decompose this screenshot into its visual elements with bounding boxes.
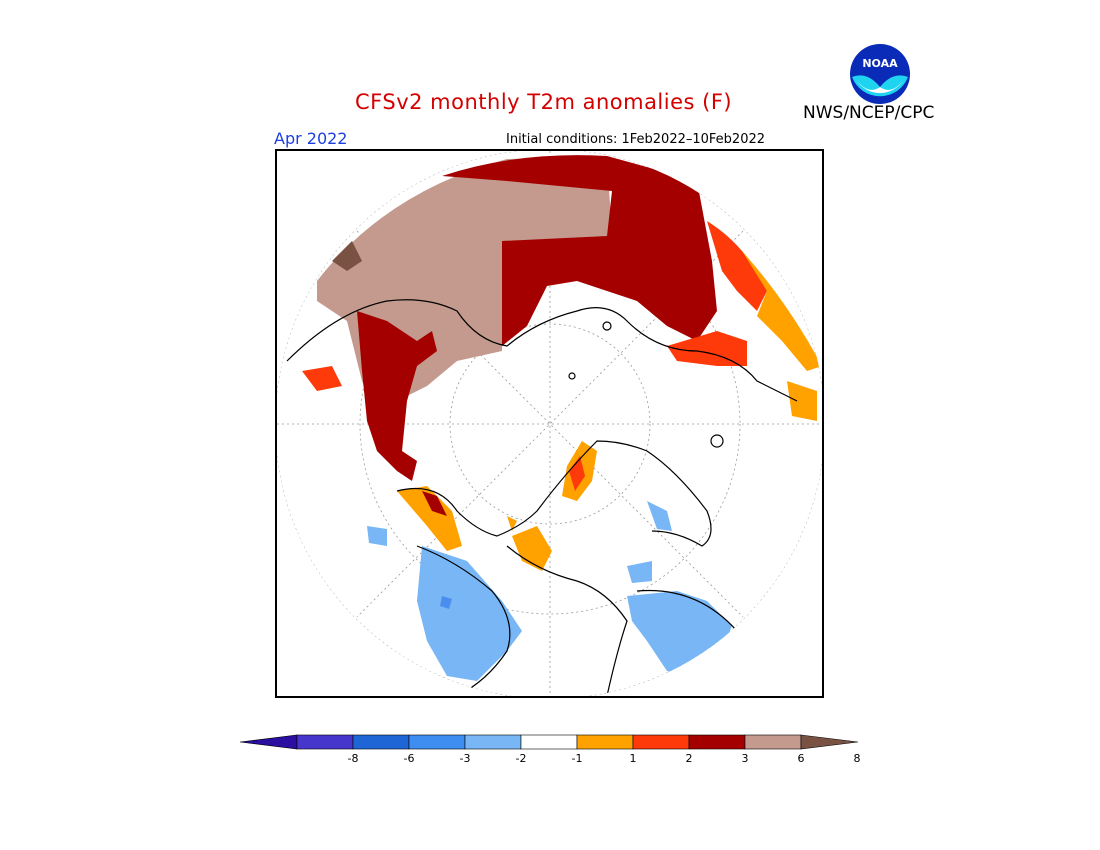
anomaly-region-hudson-b (627, 561, 652, 583)
colorbar-bin (352, 734, 410, 750)
colorbar-tick-label: -8 (347, 752, 359, 765)
anomaly-region-3to6-c (302, 366, 342, 391)
colorbar-bin (296, 734, 354, 750)
colorbar-bin (576, 734, 634, 750)
anomaly-region-balkans (512, 526, 552, 571)
colorbar-tick-label: 8 (853, 752, 861, 765)
anomaly-region-canada (627, 591, 732, 681)
colorbar-tick-label: -6 (403, 752, 415, 765)
anomaly-region-1to2-east-b (787, 381, 817, 421)
colorbar-tick-label: 2 (685, 752, 693, 765)
colorbar-bin (800, 734, 859, 750)
colorbar-tick-label: -2 (515, 752, 527, 765)
colorbar-bin (520, 734, 578, 750)
colorbar (240, 734, 859, 750)
anomaly-region-1to2-east (742, 251, 822, 371)
anomaly-region-3to6 (707, 221, 767, 311)
colorbar-tick-label: 1 (629, 752, 637, 765)
colorbar-bin (408, 734, 466, 750)
colorbar-tick-label: -1 (571, 752, 583, 765)
anomaly-region-6to8 (442, 155, 717, 346)
credit-label: NWS/NCEP/CPC (803, 103, 935, 123)
colorbar-bin (464, 734, 522, 750)
anomaly-region-darkbrown (332, 241, 362, 271)
anomaly-region-3to6-b (667, 331, 747, 366)
colorbar-bin (240, 734, 298, 750)
anomaly-region-hudson (647, 501, 672, 531)
colorbar-tick-label: -3 (459, 752, 471, 765)
logo-text: NOAA (862, 57, 898, 70)
anomaly-region-europe-b (569, 456, 585, 491)
anomaly-region-baffin (367, 526, 387, 546)
forecast-period: Apr 2022 (274, 129, 348, 148)
chart-title: CFSv2 monthly T2m anomalies (F) (355, 90, 733, 114)
anomaly-region-6to8-b (357, 311, 437, 481)
polar-map (277, 151, 822, 696)
map-panel (275, 149, 824, 698)
initial-conditions: Initial conditions: 1Feb2022–10Feb2022 (506, 132, 766, 147)
colorbar-bin (688, 734, 746, 750)
anomaly-region-scandinavia-b (422, 491, 447, 516)
colorbar-bin (632, 734, 690, 750)
colorbar-tick-label: 6 (797, 752, 805, 765)
colorbar-tick-label: 3 (741, 752, 749, 765)
anomaly-region-gt8 (317, 156, 612, 421)
anomaly-region-balkans-b (507, 516, 517, 531)
noaa-logo: NOAA (850, 44, 910, 104)
anomaly-region-scandinavia (397, 486, 462, 551)
anomaly-region-greenland (417, 546, 522, 681)
colorbar-bin (744, 734, 802, 750)
anomaly-region-greenland-b (440, 596, 452, 609)
